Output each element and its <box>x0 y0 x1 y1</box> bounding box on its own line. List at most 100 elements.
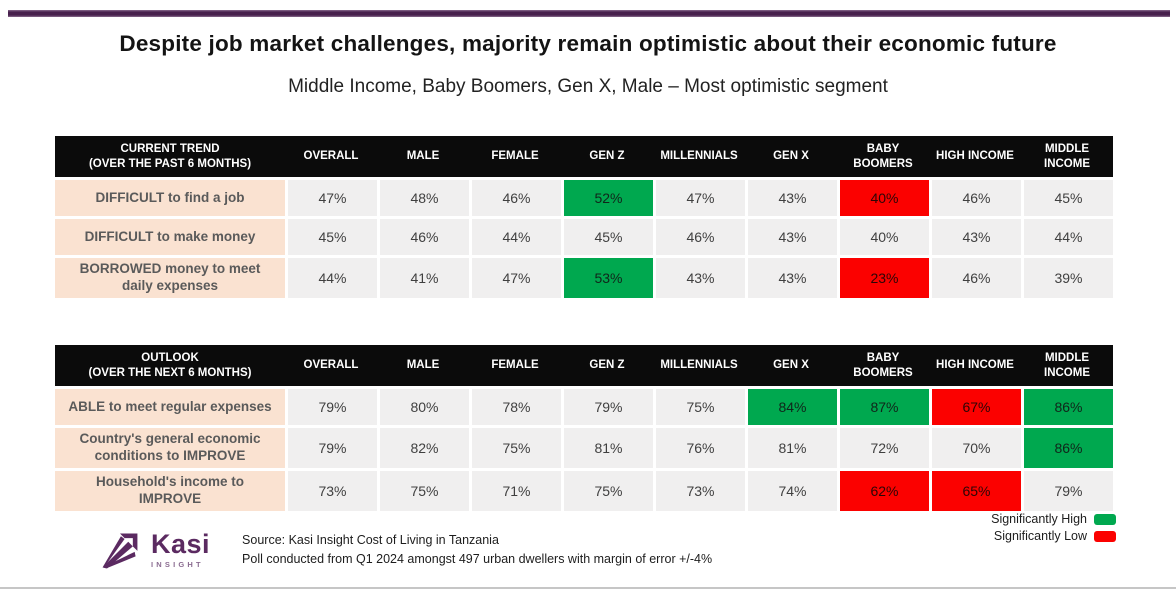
value-cell: 79% <box>561 389 653 425</box>
column-header: OVERALL <box>303 359 359 372</box>
legend-item: Significantly High <box>991 512 1116 526</box>
row-label: ABLE to meet regular expenses <box>55 389 285 425</box>
row-label: BORROWED money to meet daily expenses <box>55 258 285 298</box>
table-row: DIFFICULT to find a job 47% 48% 46% 52% 47% 43… <box>55 180 1113 216</box>
value-cell: 45% <box>285 219 377 255</box>
column-header: MALE <box>406 150 440 163</box>
column-header: BABY BOOMERS <box>853 142 913 170</box>
value-cell: 81% <box>561 428 653 468</box>
value-cell: 79% <box>285 428 377 468</box>
legend-swatch-high <box>1094 513 1116 525</box>
value-cell: 73% <box>285 470 377 511</box>
column-header: MIDDLE INCOME <box>1044 351 1090 379</box>
value-cell: 39% <box>1021 258 1113 298</box>
table-title: OUTLOOK (OVER THE NEXT 6 MONTHS) <box>88 351 252 379</box>
value-cell: 43% <box>745 180 837 216</box>
value-cell-high: 84% <box>745 389 837 425</box>
table-header-row: OUTLOOK (OVER THE NEXT 6 MONTHS) OVERALL M… <box>55 345 1113 386</box>
value-cell: 79% <box>1021 470 1113 511</box>
value-cell-low: 62% <box>837 470 929 511</box>
bottom-divider <box>0 587 1176 589</box>
value-cell: 75% <box>377 470 469 511</box>
value-cell: 78% <box>469 389 561 425</box>
value-cell: 43% <box>745 258 837 298</box>
page-subtitle: Middle Income, Baby Boomers, Gen X, Male… <box>288 76 888 97</box>
value-cell: 82% <box>377 428 469 468</box>
value-cell: 47% <box>653 180 745 216</box>
value-cell: 40% <box>837 219 929 255</box>
legend: Significantly High Significantly Low <box>991 512 1116 546</box>
row-label: DIFFICULT to make money <box>55 219 285 255</box>
kasi-logo: Kasi INSIGHT <box>98 528 210 572</box>
value-cell: 46% <box>929 180 1021 216</box>
row-label: Household's income to IMPROVE <box>55 470 285 511</box>
table-row: Household's income to IMPROVE 73% 75% 71% 75… <box>55 470 1113 511</box>
column-header: FEMALE <box>491 359 539 372</box>
table-title: CURRENT TREND (OVER THE PAST 6 MONTHS) <box>88 142 252 170</box>
column-header: MILLENNIALS <box>660 150 738 163</box>
value-cell: 80% <box>377 389 469 425</box>
legend-label: Significantly High <box>991 512 1087 526</box>
value-cell: 75% <box>561 470 653 511</box>
source-line-1: Source: Kasi Insight Cost of Living in T… <box>242 533 499 548</box>
value-cell: 73% <box>653 470 745 511</box>
legend-item: Significantly Low <box>991 529 1116 543</box>
value-cell: 44% <box>1021 219 1113 255</box>
value-cell: 43% <box>745 219 837 255</box>
column-header: MILLENNIALS <box>660 359 738 372</box>
value-cell-high: 87% <box>837 389 929 425</box>
value-cell: 75% <box>653 389 745 425</box>
column-header: OVERALL <box>303 150 359 163</box>
value-cell: 76% <box>653 428 745 468</box>
value-cell: 47% <box>469 258 561 298</box>
table-row: Country's general economic conditions to… <box>55 428 1113 468</box>
value-cell: 43% <box>929 219 1021 255</box>
table-row: DIFFICULT to make money 45% 46% 44% 45% 46% 43… <box>55 219 1113 255</box>
logo-subname: INSIGHT <box>151 560 204 569</box>
table-row: BORROWED money to meet daily expenses 44%… <box>55 258 1113 298</box>
value-cell: 48% <box>377 180 469 216</box>
legend-swatch-low <box>1094 530 1116 542</box>
value-cell: 72% <box>837 428 929 468</box>
value-cell-high: 52% <box>561 180 653 216</box>
value-cell: 75% <box>469 428 561 468</box>
column-header: MALE <box>406 359 440 372</box>
value-cell: 81% <box>745 428 837 468</box>
column-header: HIGH INCOME <box>936 359 1014 372</box>
value-cell: 74% <box>745 470 837 511</box>
value-cell-low: 40% <box>837 180 929 216</box>
top-accent-bar <box>8 10 1170 17</box>
value-cell: 79% <box>285 389 377 425</box>
column-header: GEN Z <box>589 359 625 372</box>
value-cell-high: 53% <box>561 258 653 298</box>
table-header-row: CURRENT TREND (OVER THE PAST 6 MONTHS) OV… <box>55 136 1113 177</box>
column-header: BABY BOOMERS <box>853 351 913 379</box>
column-header: HIGH INCOME <box>936 150 1014 163</box>
column-header: FEMALE <box>491 150 539 163</box>
column-header: GEN Z <box>589 150 625 163</box>
value-cell: 45% <box>561 219 653 255</box>
column-header: GEN X <box>773 150 809 163</box>
value-cell: 46% <box>377 219 469 255</box>
value-cell: 44% <box>469 219 561 255</box>
value-cell-low: 23% <box>837 258 929 298</box>
value-cell-low: 65% <box>929 470 1021 511</box>
value-cell: 45% <box>1021 180 1113 216</box>
legend-label: Significantly Low <box>993 529 1087 543</box>
value-cell-high: 86% <box>1021 428 1113 468</box>
value-cell: 47% <box>285 180 377 216</box>
value-cell-high: 86% <box>1021 389 1113 425</box>
value-cell: 44% <box>285 258 377 298</box>
column-header: MIDDLE INCOME <box>1044 142 1090 170</box>
value-cell: 70% <box>929 428 1021 468</box>
value-cell: 46% <box>469 180 561 216</box>
row-label: DIFFICULT to find a job <box>55 180 285 216</box>
kasi-logo-text: Kasi INSIGHT <box>151 531 210 570</box>
row-label: Country's general economic conditions to… <box>55 428 285 468</box>
value-cell-low: 67% <box>929 389 1021 425</box>
page-title: Despite job market challenges, majority … <box>119 31 1057 56</box>
source-line-2: Poll conducted from Q1 2024 amongst 497 … <box>242 552 713 566</box>
table-current-trend: CURRENT TREND (OVER THE PAST 6 MONTHS) OV… <box>55 136 1113 298</box>
kasi-logo-icon <box>102 533 138 569</box>
table-row: ABLE to meet regular expenses 79% 80% 78% 79… <box>55 389 1113 425</box>
